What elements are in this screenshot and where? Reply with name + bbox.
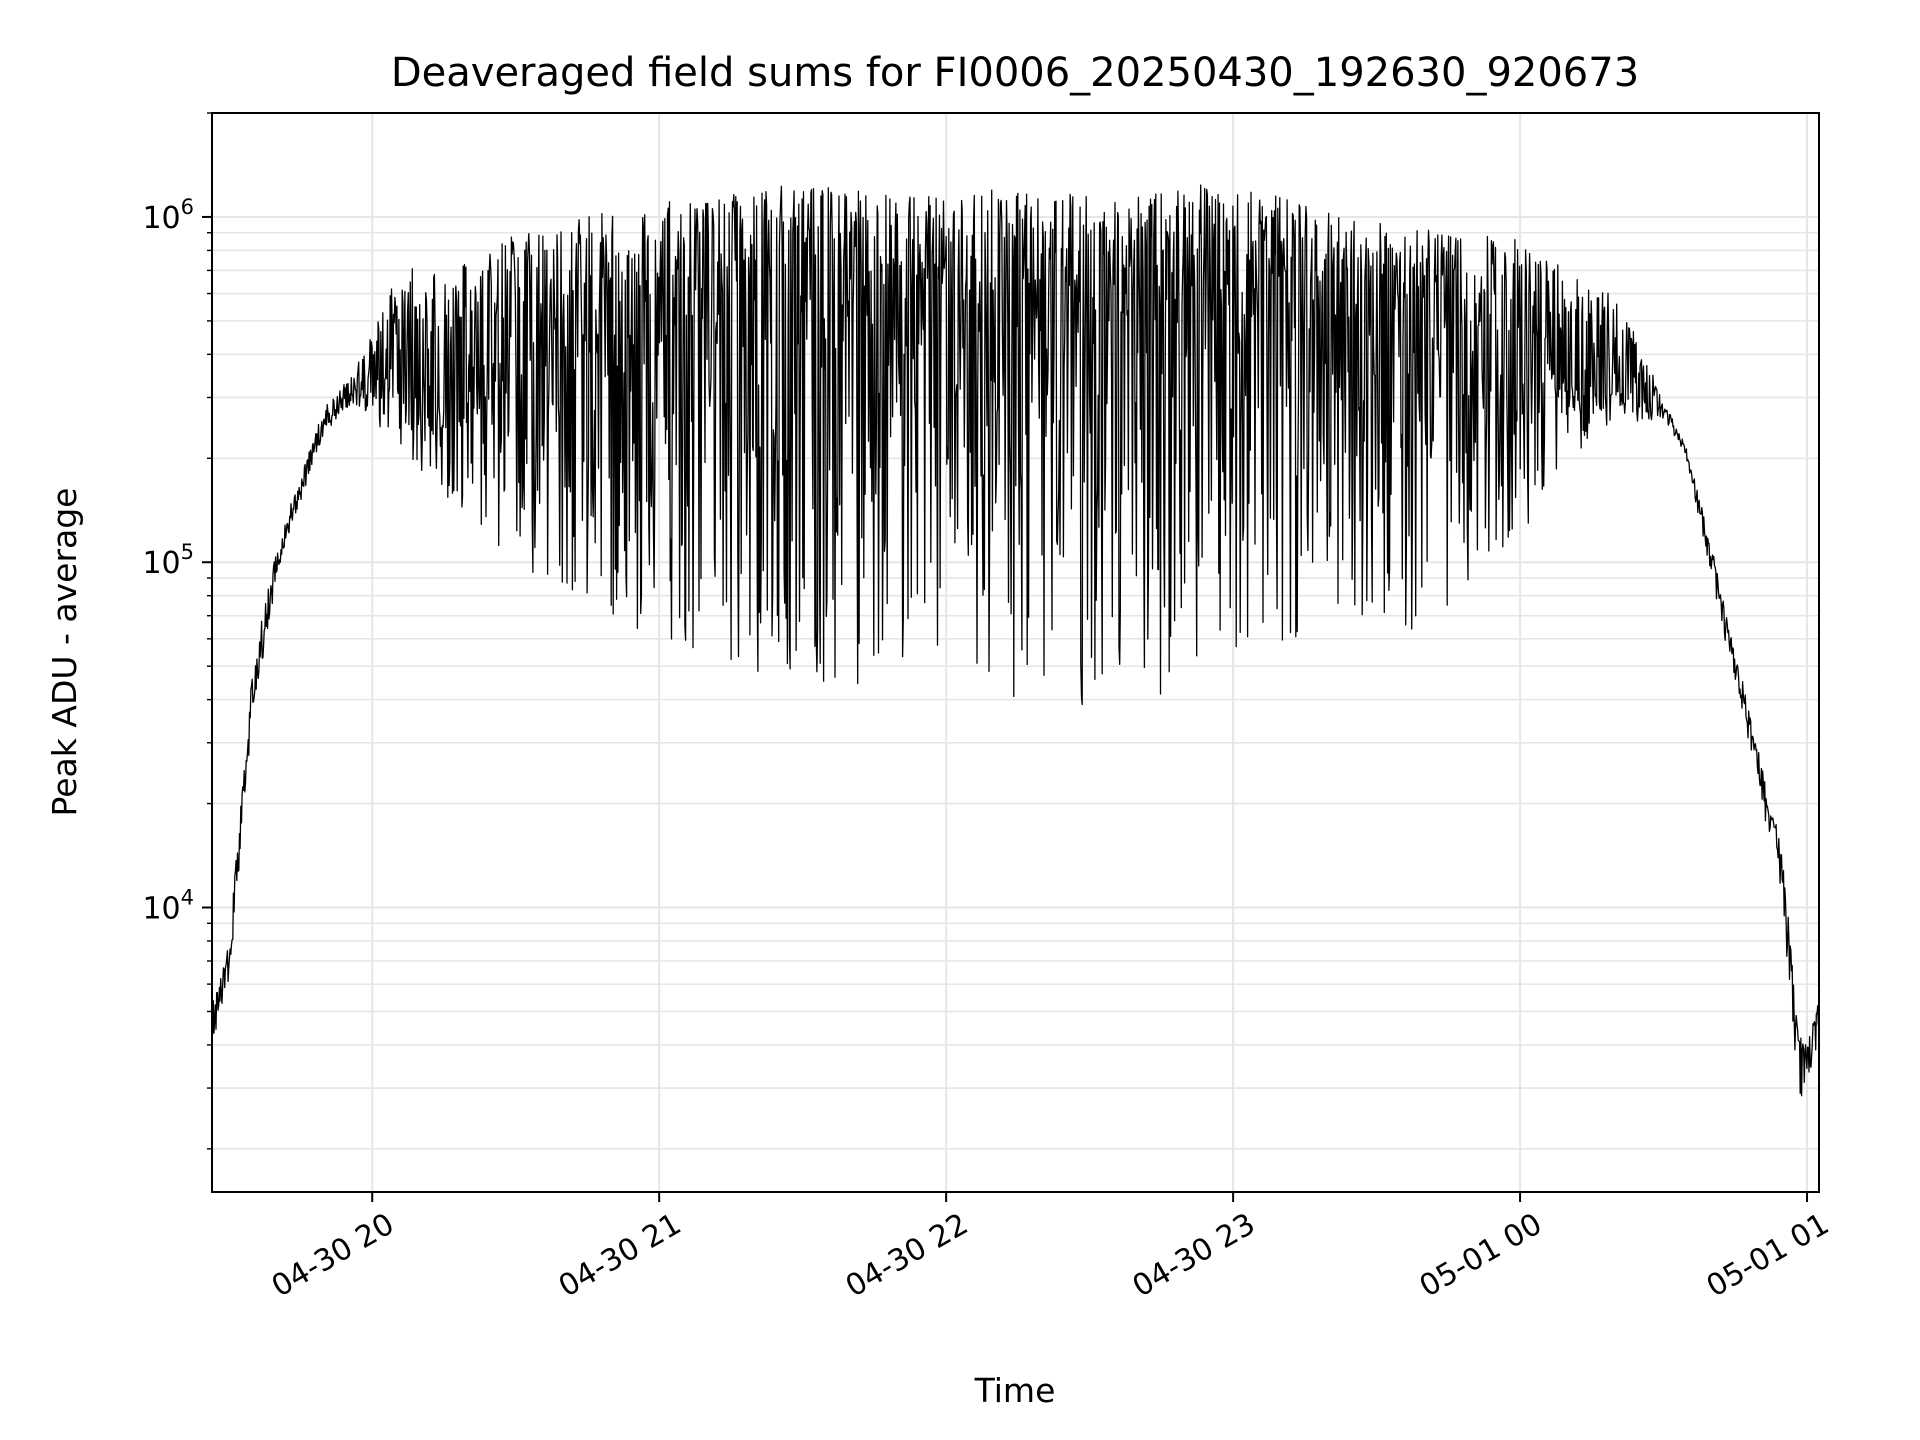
chart-title: Deaveraged field sums for FI0006_2025043… — [391, 50, 1639, 96]
series-line — [211, 184, 1820, 1097]
series-path — [211, 184, 1820, 1097]
y-axis-ticks: 104 105 106 — [142, 112, 212, 1150]
x-axis-label: Time — [974, 1371, 1056, 1410]
y-tick-label: 106 — [142, 195, 194, 236]
plot-frame — [211, 112, 1820, 1193]
y-axis-label: Peak ADU - average — [45, 488, 84, 817]
y-tick-label: 104 — [142, 886, 194, 927]
y-tick-label: 105 — [142, 540, 194, 581]
